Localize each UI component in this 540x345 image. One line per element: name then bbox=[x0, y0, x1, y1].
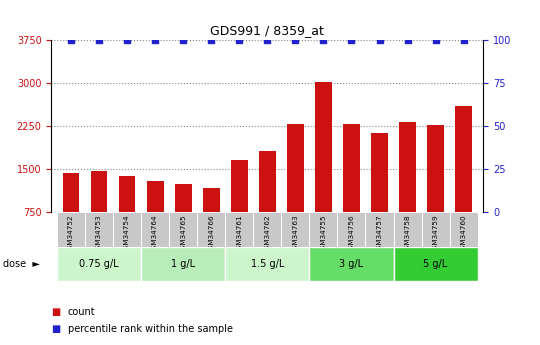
Bar bbox=[141, 247, 225, 281]
Point bbox=[375, 37, 384, 42]
Point bbox=[123, 37, 131, 42]
Text: GSM34766: GSM34766 bbox=[208, 214, 214, 254]
Bar bbox=[281, 212, 309, 247]
Text: count: count bbox=[68, 307, 95, 317]
Point bbox=[207, 37, 215, 42]
Point bbox=[347, 37, 356, 42]
Point bbox=[263, 37, 272, 42]
Point bbox=[403, 37, 412, 42]
Text: GSM34764: GSM34764 bbox=[152, 214, 158, 254]
Text: 1.5 g/L: 1.5 g/L bbox=[251, 259, 284, 269]
Text: GSM34763: GSM34763 bbox=[292, 214, 299, 254]
Text: ■: ■ bbox=[51, 325, 60, 334]
Point bbox=[431, 37, 440, 42]
Bar bbox=[91, 171, 107, 255]
Bar bbox=[57, 212, 85, 247]
Bar bbox=[197, 212, 225, 247]
Point bbox=[291, 37, 300, 42]
Point bbox=[179, 37, 187, 42]
Text: GSM34756: GSM34756 bbox=[348, 214, 354, 254]
Text: GSM34762: GSM34762 bbox=[264, 214, 271, 254]
Text: ■: ■ bbox=[51, 307, 60, 317]
Text: GSM34759: GSM34759 bbox=[433, 214, 438, 254]
Bar bbox=[231, 160, 248, 255]
Text: GSM34752: GSM34752 bbox=[68, 214, 74, 254]
Bar bbox=[450, 212, 478, 247]
Text: GSM34754: GSM34754 bbox=[124, 214, 130, 254]
Bar bbox=[169, 212, 197, 247]
Text: GSM34757: GSM34757 bbox=[376, 214, 382, 254]
Bar bbox=[427, 125, 444, 255]
Point bbox=[151, 37, 159, 42]
Text: GSM34758: GSM34758 bbox=[404, 214, 410, 254]
Bar bbox=[343, 124, 360, 255]
Bar bbox=[253, 212, 281, 247]
Bar bbox=[85, 212, 113, 247]
Bar bbox=[394, 247, 478, 281]
Bar bbox=[175, 184, 192, 255]
Bar bbox=[338, 212, 366, 247]
Bar bbox=[309, 247, 394, 281]
Bar bbox=[422, 212, 450, 247]
Bar bbox=[225, 212, 253, 247]
Title: GDS991 / 8359_at: GDS991 / 8359_at bbox=[211, 24, 324, 37]
Point bbox=[94, 37, 103, 42]
Bar bbox=[113, 212, 141, 247]
Text: 1 g/L: 1 g/L bbox=[171, 259, 195, 269]
Text: 3 g/L: 3 g/L bbox=[340, 259, 363, 269]
Bar bbox=[309, 212, 338, 247]
Bar bbox=[225, 247, 309, 281]
Bar bbox=[394, 212, 422, 247]
Bar bbox=[147, 181, 164, 255]
Text: GSM34755: GSM34755 bbox=[320, 214, 326, 254]
Bar bbox=[399, 122, 416, 255]
Bar bbox=[203, 188, 220, 255]
Point bbox=[235, 37, 244, 42]
Text: GSM34760: GSM34760 bbox=[461, 214, 467, 254]
Bar bbox=[119, 176, 136, 255]
Bar bbox=[63, 173, 79, 255]
Point bbox=[460, 37, 468, 42]
Bar bbox=[315, 82, 332, 255]
Bar bbox=[259, 151, 276, 255]
Text: 0.75 g/L: 0.75 g/L bbox=[79, 259, 119, 269]
Text: 5 g/L: 5 g/L bbox=[423, 259, 448, 269]
Bar bbox=[455, 106, 472, 255]
Text: percentile rank within the sample: percentile rank within the sample bbox=[68, 325, 233, 334]
Text: dose  ►: dose ► bbox=[3, 259, 39, 269]
Point bbox=[66, 37, 75, 42]
Bar bbox=[141, 212, 169, 247]
Bar bbox=[57, 247, 141, 281]
Bar bbox=[366, 212, 394, 247]
Bar bbox=[371, 133, 388, 255]
Text: GSM34765: GSM34765 bbox=[180, 214, 186, 254]
Bar bbox=[287, 124, 304, 255]
Text: GSM34753: GSM34753 bbox=[96, 214, 102, 254]
Text: GSM34761: GSM34761 bbox=[236, 214, 242, 254]
Point bbox=[319, 37, 328, 42]
